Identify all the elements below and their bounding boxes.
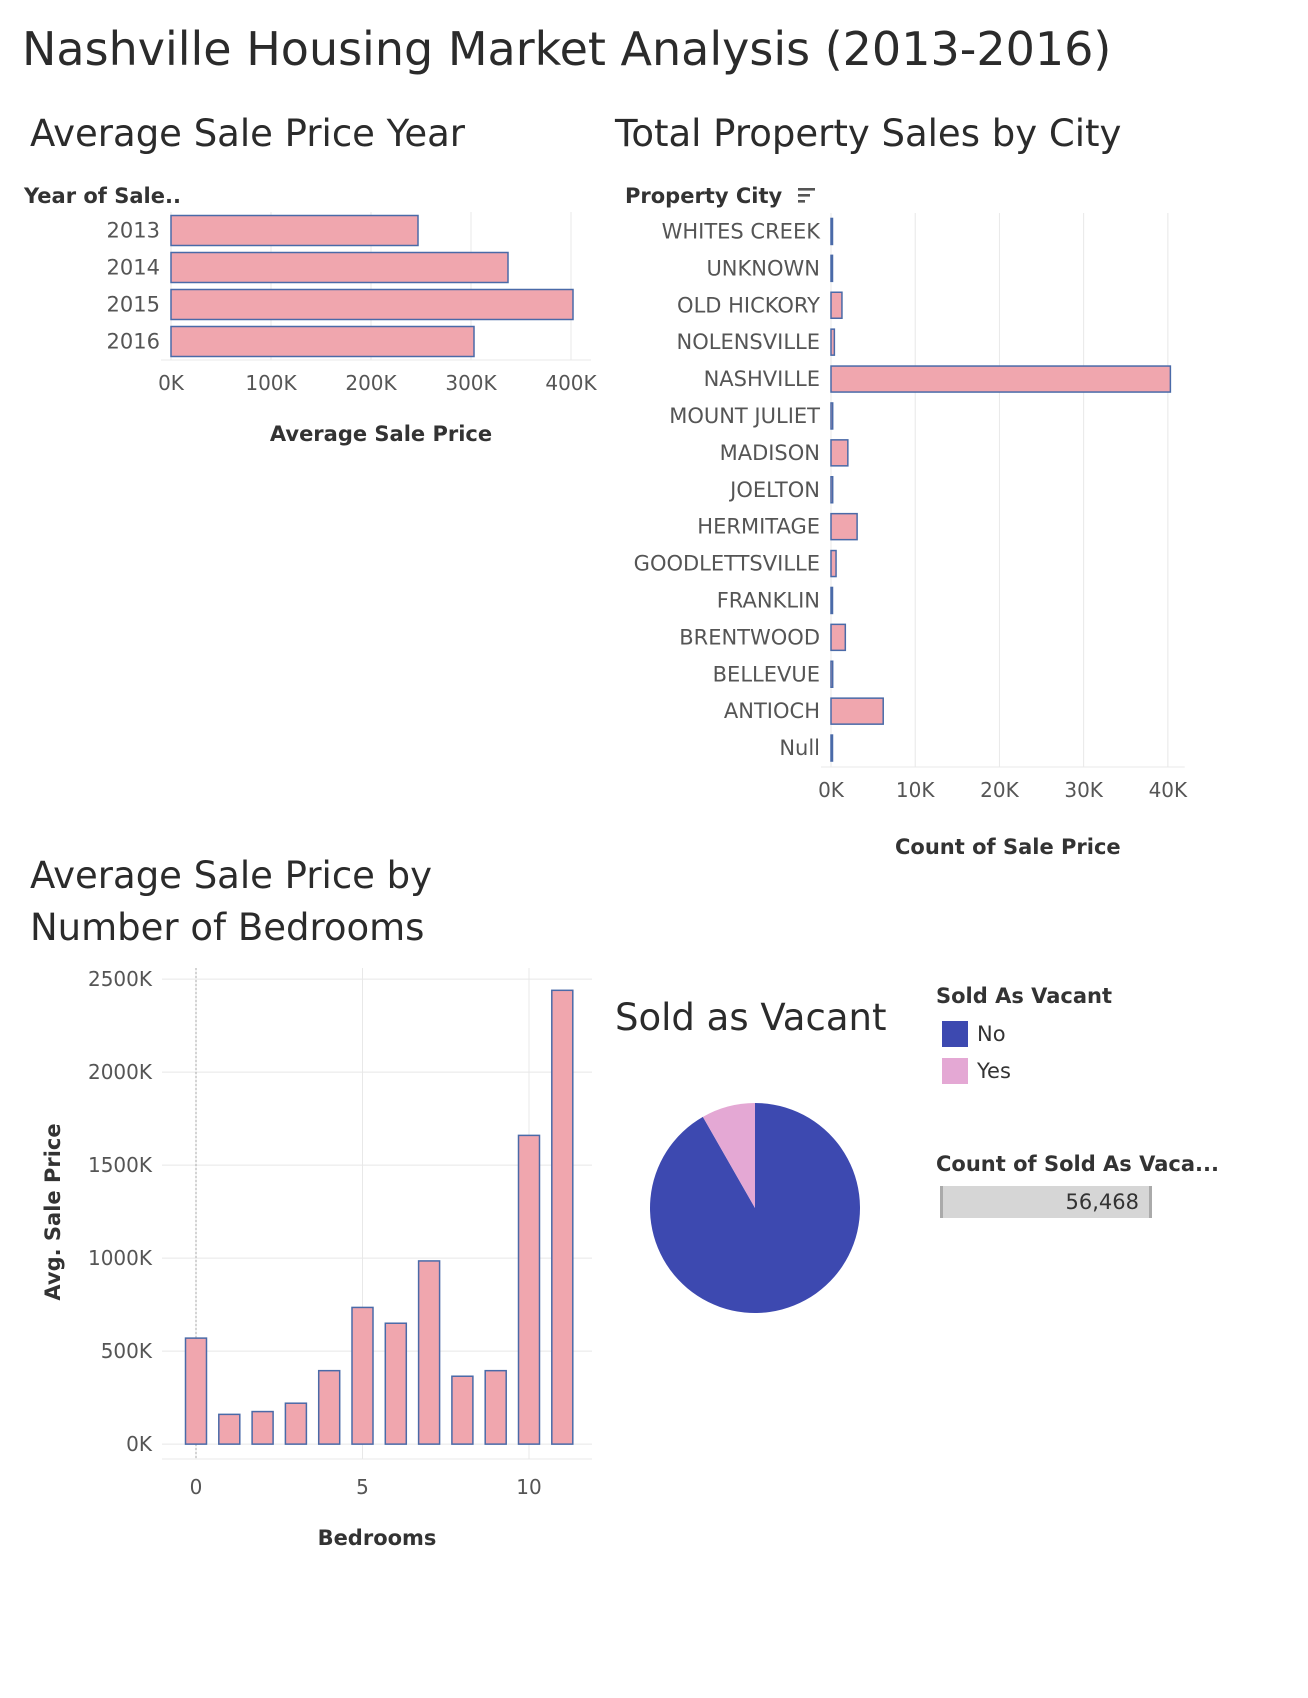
count-label: Count of Sold As Vaca... (936, 1152, 1219, 1176)
city-axis-label: Property City (625, 184, 783, 208)
category-label: HERMITAGE (697, 515, 820, 539)
year-axis-header: Year of Sale.. (24, 184, 181, 208)
count-value: 56,468 (1065, 1190, 1139, 1214)
x-tick-label: 0K (158, 371, 185, 395)
year-chart-title: Average Sale Price Year (30, 112, 466, 155)
y-tick-label: 500K (101, 1339, 153, 1363)
bar (830, 365, 1172, 393)
bar (830, 476, 834, 504)
city-bar-chart: 0K 10K 20K 30K 40K WHITES CREEK UNKNOWN OLD HIC… (634, 213, 1188, 859)
legend-swatch-no[interactable] (942, 1021, 968, 1047)
bar (284, 1402, 308, 1445)
bar (830, 586, 834, 615)
x-tick-label: 200K (345, 371, 397, 395)
y-tick-label: 2500K (88, 967, 153, 991)
legend-label-yes[interactable]: Yes (977, 1059, 1011, 1083)
bar (830, 734, 834, 762)
category-label: OLD HICKORY (677, 293, 820, 317)
city-chart-title: Total Property Sales by City (615, 112, 1122, 155)
bar (484, 1369, 507, 1445)
category-label: WHITES CREEK (662, 219, 822, 243)
bar (830, 439, 849, 467)
city-axis-header[interactable]: Property City (625, 184, 818, 208)
pie-slice-yes (702, 1103, 755, 1208)
bar (170, 214, 419, 247)
x-tick-label: 400K (545, 371, 597, 395)
x-axis-title: Bedrooms (318, 1526, 437, 1550)
bar (417, 1260, 441, 1445)
bar (830, 291, 843, 319)
x-tick-label: 5 (356, 1475, 369, 1499)
category-label: BRENTWOOD (679, 625, 820, 649)
x-tick-label: 300K (445, 371, 497, 395)
x-tick-label: 10K (896, 778, 935, 802)
bar (317, 1369, 341, 1445)
bar (517, 1134, 541, 1445)
y-axis-title: Avg. Sale Price (41, 1123, 65, 1300)
sort-icon[interactable] (796, 185, 818, 205)
y-tick-label: 1500K (88, 1153, 153, 1177)
bar (830, 623, 847, 652)
bar (830, 402, 834, 430)
x-tick-label: 100K (245, 371, 297, 395)
category-label: MOUNT JULIET (669, 404, 820, 428)
x-tick-label: 40K (1149, 778, 1188, 802)
y-tick-label: 2000K (88, 1060, 153, 1084)
bar (451, 1375, 474, 1445)
category-label: ANTIOCH (724, 699, 820, 723)
x-tick-label: 20K (980, 778, 1019, 802)
legend-title: Sold As Vacant (936, 984, 1113, 1008)
category-label: MADISON (720, 441, 820, 465)
category-label: 2015 (107, 293, 160, 317)
x-axis-title: Average Sale Price (270, 422, 492, 446)
category-label: 2014 (107, 256, 160, 280)
category-label: FRANKLIN (717, 588, 820, 612)
category-label: Null (779, 736, 820, 760)
legend-label-no[interactable]: No (977, 1022, 1006, 1046)
y-tick-label: 0K (126, 1432, 153, 1456)
bar (351, 1306, 374, 1445)
bar (830, 549, 837, 578)
category-label: JOELTON (728, 478, 820, 502)
bar (830, 512, 858, 541)
x-tick-label: 10 (516, 1475, 541, 1499)
x-tick-label: 30K (1064, 778, 1103, 802)
bar (830, 328, 836, 356)
y-tick-label: 1000K (88, 1246, 153, 1270)
bar (170, 288, 574, 321)
bar (384, 1322, 408, 1445)
bar (830, 254, 834, 283)
bar (184, 1337, 208, 1445)
category-label: GOODLETTSVILLE (634, 552, 820, 576)
bar (218, 1413, 241, 1445)
bar (830, 660, 834, 688)
bedrooms-chart-title: Average Sale Price by Number of Bedrooms (30, 854, 433, 949)
bar (830, 697, 884, 725)
count-bar: 56,468 (940, 1186, 1152, 1218)
category-label: 2013 (107, 219, 160, 243)
vacant-pie-chart (650, 1103, 860, 1313)
x-axis-title: Count of Sale Price (895, 835, 1121, 859)
bar (830, 217, 834, 246)
category-label: UNKNOWN (706, 256, 820, 280)
x-tick-label: 0 (190, 1475, 203, 1499)
bar (251, 1410, 274, 1445)
category-label: BELLEVUE (713, 662, 820, 686)
dashboard-title: Nashville Housing Market Analysis (2013-… (22, 22, 1112, 76)
year-bar-chart: 0K 100K 200K 300K 400K 2013 2014 2015 2016 Averag… (107, 212, 598, 446)
bar (170, 251, 509, 284)
x-tick-label: 0K (818, 778, 845, 802)
legend-swatch-yes[interactable] (942, 1058, 968, 1084)
vacant-chart-title: Sold as Vacant (615, 996, 887, 1039)
bedrooms-bar-chart: 0K 500K 1000K 1500K 2000K 2500K 0 5 10 Bedrooms Av… (41, 967, 592, 1550)
category-label: NASHVILLE (704, 367, 820, 391)
bar (170, 325, 475, 358)
category-label: 2016 (107, 330, 160, 354)
category-label: NOLENSVILLE (677, 330, 820, 354)
bar (551, 989, 574, 1445)
